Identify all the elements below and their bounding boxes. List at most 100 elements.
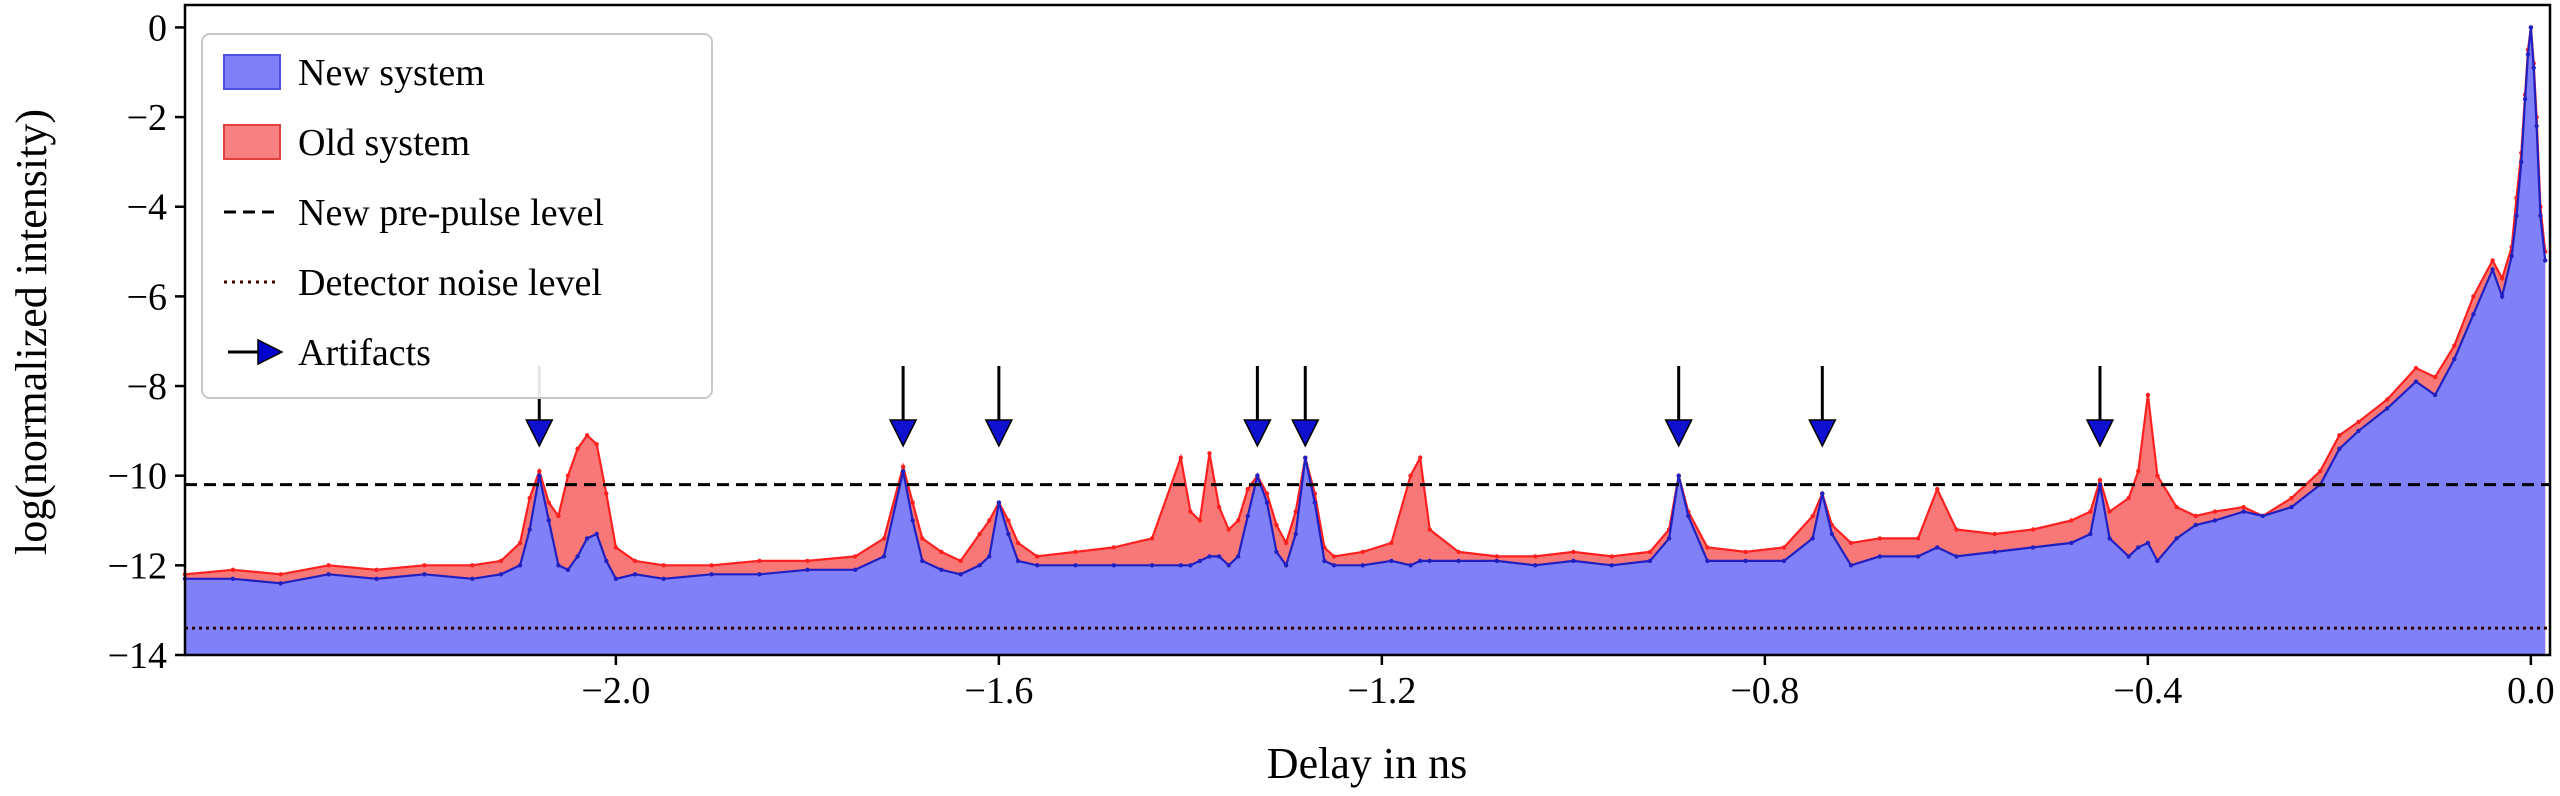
old-system-point <box>2452 343 2457 348</box>
old-system-point <box>881 536 887 541</box>
artifact-arrow <box>2085 366 2115 448</box>
old-system-point <box>1197 518 1203 523</box>
new-system-point <box>1216 554 1222 559</box>
old-system-point <box>1331 554 1337 559</box>
new-system-point <box>2452 356 2457 362</box>
new-system-point <box>1676 473 1681 478</box>
new-system-point <box>498 572 504 577</box>
old-system-point <box>1226 527 1231 532</box>
new-system-point <box>2499 294 2505 299</box>
old-system-point <box>2069 518 2074 523</box>
new-system-point <box>1877 554 1883 559</box>
old-system-point <box>2499 276 2505 281</box>
new-system-point <box>278 581 283 586</box>
new-system-point <box>2385 406 2390 411</box>
old-system-point <box>498 558 504 564</box>
old-system-point <box>1781 545 1787 550</box>
new-system-point <box>2136 545 2141 550</box>
new-system-point <box>1274 549 1279 555</box>
old-system-point <box>1609 554 1614 559</box>
plot-area <box>182 25 2550 655</box>
new-system-point <box>2088 531 2093 537</box>
old-system-point <box>1418 455 1423 460</box>
x-tick-label: −1.2 <box>1347 670 1416 712</box>
new-system-line <box>185 27 2547 585</box>
old-system-point <box>2126 495 2131 501</box>
new-system-point <box>374 576 379 581</box>
new-system-point <box>1820 491 1825 496</box>
old-system-point <box>1006 518 1011 523</box>
old-system-point <box>2145 392 2151 398</box>
new-system-point <box>1781 558 1787 564</box>
legend-label: New system <box>298 52 485 94</box>
old-system-point <box>2337 433 2342 438</box>
legend-item-new-system: New system <box>223 52 485 94</box>
old-system-point <box>575 446 580 451</box>
legend-item-artifacts: Artifacts <box>228 332 431 374</box>
old-system-point <box>1705 545 1710 550</box>
old-system-point <box>1571 549 1576 555</box>
new-system-point <box>900 469 906 474</box>
new-system-point <box>1954 554 1959 559</box>
new-system-point <box>2145 540 2151 546</box>
new-system-point <box>1331 563 1337 568</box>
y-axis-label: log(normalized intensity) <box>7 109 56 555</box>
artifact-arrow <box>1808 366 1837 448</box>
new-system-point <box>1848 563 1854 568</box>
old-system-point <box>604 491 609 496</box>
old-system-point <box>1810 513 1815 519</box>
new-system-point <box>939 567 944 572</box>
new-system-point <box>920 558 925 564</box>
old-system-point <box>1494 554 1500 559</box>
new-system-point <box>546 518 551 523</box>
old-system-point <box>326 563 331 568</box>
old-system-point <box>2136 469 2141 474</box>
new-system-point <box>1666 536 1672 541</box>
new-system-point <box>470 576 475 581</box>
old-system-point <box>910 500 915 505</box>
new-system-point <box>594 531 599 537</box>
new-system-point <box>1427 558 1432 564</box>
new-system-point <box>537 473 542 478</box>
old-system-point <box>2174 504 2179 510</box>
new-system-point <box>1810 536 1815 541</box>
old-system-point <box>1178 455 1184 460</box>
new-system-point <box>1015 558 1021 564</box>
new-system-point <box>1283 563 1289 568</box>
x-tick-label: −0.4 <box>2113 670 2182 712</box>
old-system-point <box>1264 491 1270 496</box>
new-system-point <box>565 567 571 572</box>
legend-label: New pre-pulse level <box>298 192 604 234</box>
old-system-point <box>1427 527 1432 532</box>
x-tick-label: −0.8 <box>1730 670 1799 712</box>
old-system-point <box>2432 374 2438 380</box>
y-tick-label: 0 <box>148 7 167 49</box>
new-system-point <box>604 558 609 564</box>
old-system-point <box>470 563 475 568</box>
new-system-point <box>1571 558 1576 564</box>
old-system-point <box>709 563 714 568</box>
new-system-point <box>1408 563 1413 568</box>
artifact-arrow <box>1664 366 1693 448</box>
old-system-point <box>1149 536 1155 541</box>
new-system-point <box>2525 52 2531 57</box>
new-system-point <box>584 536 590 541</box>
new-system-point <box>527 527 532 532</box>
new-system-point <box>1705 558 1710 564</box>
new-system-point <box>2522 96 2528 102</box>
new-system-point <box>1178 563 1184 568</box>
new-system-area <box>185 27 2546 655</box>
new-system-point <box>1264 500 1270 505</box>
y-tick-label: −14 <box>108 635 167 677</box>
y-tick-label: −4 <box>127 187 167 229</box>
new-system-point <box>1686 513 1691 519</box>
new-system-point <box>1647 558 1653 564</box>
old-system-point <box>1188 509 1193 514</box>
old-system-point <box>2241 504 2246 510</box>
old-system-point <box>230 567 236 572</box>
legend-swatch <box>223 54 281 90</box>
legend-item-old-system: Old system <box>223 122 470 164</box>
old-system-point <box>2088 509 2093 514</box>
old-system-point <box>1035 554 1040 559</box>
